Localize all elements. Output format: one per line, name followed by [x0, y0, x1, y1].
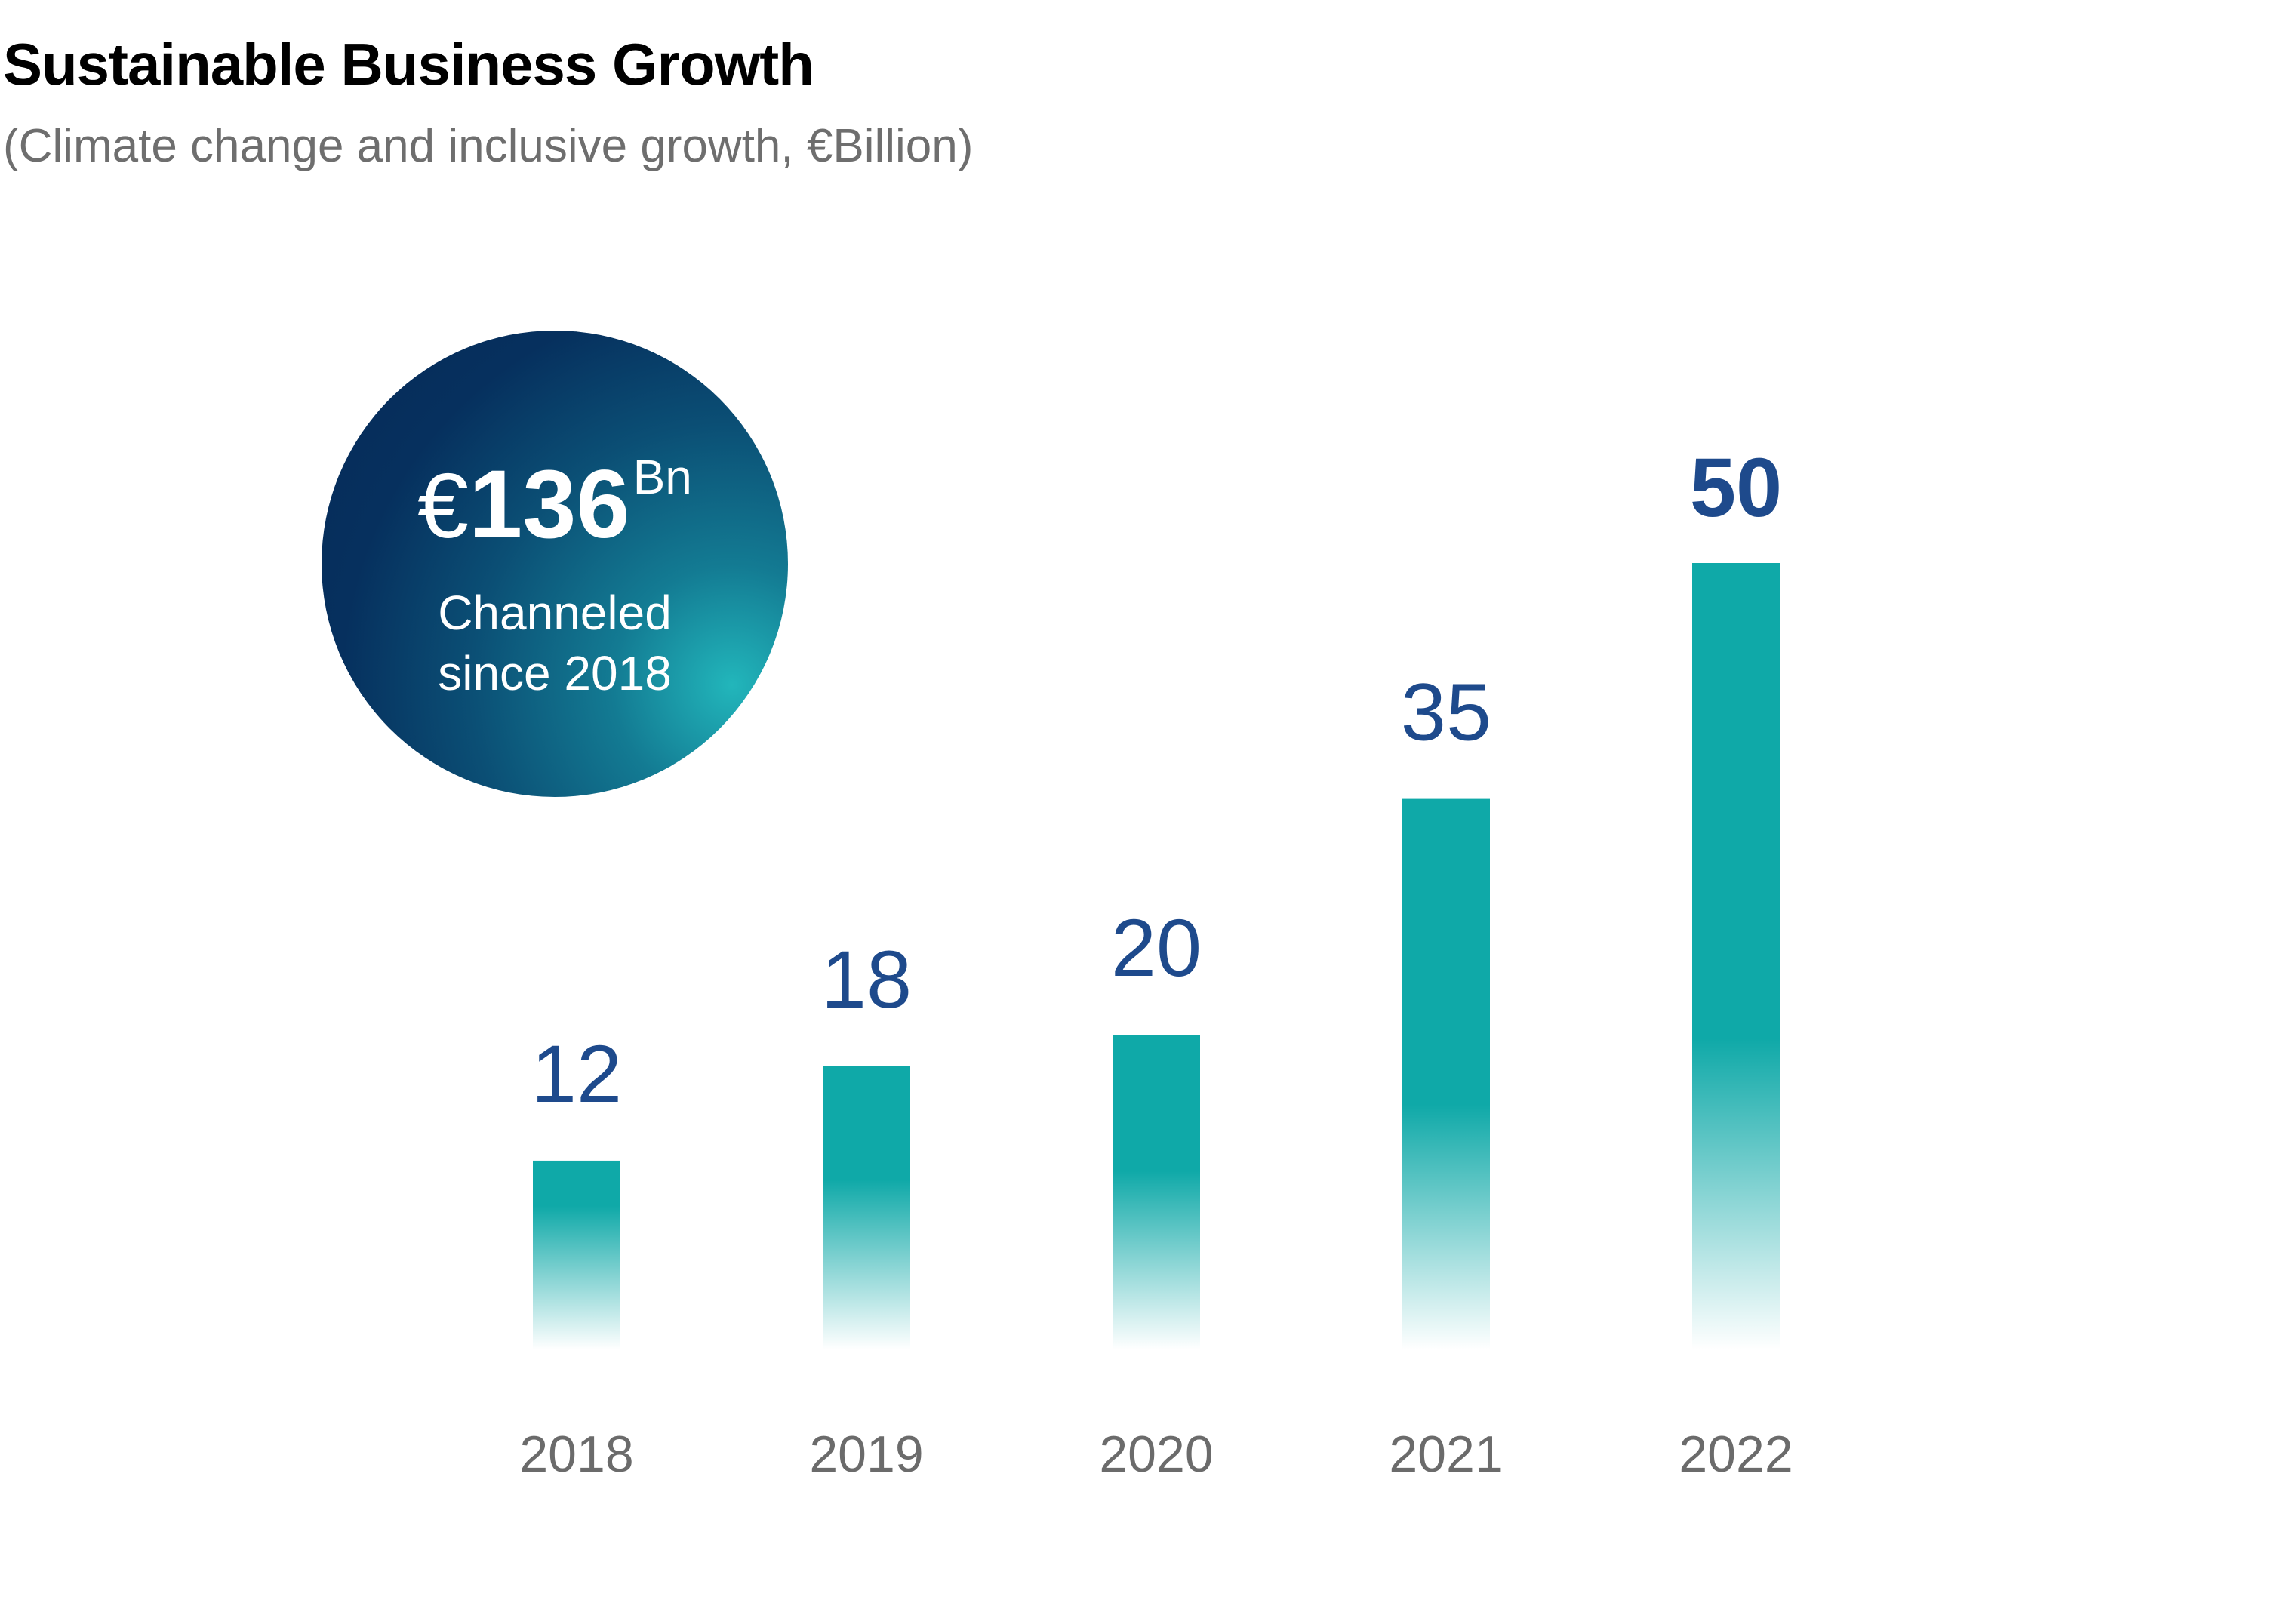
bar-fade-2020 — [1113, 1171, 1200, 1349]
badge-unit: Bn — [632, 450, 692, 504]
value-label-2019: 18 — [821, 934, 912, 1025]
x-axis-labels-group: 2018 2019 2020 2021 2022 — [519, 1426, 1793, 1483]
total-badge: €136Bn Channeled since 2018 — [322, 331, 788, 797]
badge-caption-line-1: Channeled — [438, 586, 672, 640]
bars-group — [533, 563, 1780, 1349]
value-label-2021: 35 — [1401, 666, 1491, 758]
badge-currency-symbol: € — [417, 454, 469, 557]
x-tick-label-2020: 2020 — [1099, 1426, 1213, 1483]
x-tick-label-2021: 2021 — [1389, 1426, 1503, 1483]
value-label-2022: 50 — [1690, 441, 1782, 534]
chart-title: Sustainable Business Growth — [3, 31, 814, 97]
bar-fade-2018 — [533, 1205, 620, 1349]
badge-caption-line-2: since 2018 — [438, 646, 672, 700]
badge-value: €136Bn — [322, 453, 788, 553]
x-tick-label-2019: 2019 — [809, 1426, 923, 1483]
chart-subtitle: (Climate change and inclusive growth, €B… — [3, 120, 974, 172]
badge-caption: Channeled since 2018 — [322, 583, 788, 703]
bar-fade-2022 — [1692, 1038, 1780, 1349]
value-label-2020: 20 — [1111, 902, 1202, 993]
x-tick-label-2022: 2022 — [1679, 1426, 1793, 1483]
bar-fade-2019 — [823, 1179, 910, 1349]
value-label-2018: 12 — [531, 1028, 622, 1119]
value-labels-group: 12 18 20 35 50 — [531, 441, 1782, 1119]
x-tick-label-2018: 2018 — [519, 1426, 633, 1483]
badge-number: 136 — [469, 451, 630, 558]
bar-fade-2021 — [1402, 1104, 1490, 1349]
